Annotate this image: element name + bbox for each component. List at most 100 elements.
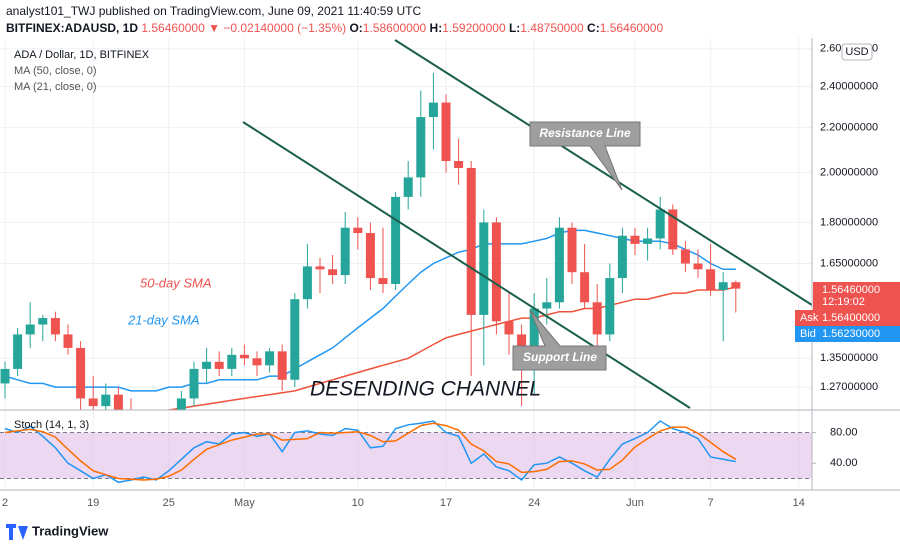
brand: TradingView: [32, 523, 109, 538]
x-tick-label: 19: [87, 497, 99, 509]
x-tick-label: 17: [440, 497, 452, 509]
x-tick-label: Jun: [626, 497, 644, 509]
candle-body: [340, 227, 350, 276]
candle-body: [50, 318, 60, 335]
candle-body: [706, 269, 716, 291]
y-tick-label: 2.20000000: [820, 122, 878, 134]
candle-body: [202, 361, 212, 369]
callout-box: [529, 121, 641, 191]
ask-price: 1.56400000: [822, 312, 880, 324]
candle-body: [542, 302, 552, 309]
candle-body: [731, 282, 741, 289]
candle-body: [592, 302, 602, 335]
candle-body: [38, 318, 48, 325]
candle-body: [189, 368, 199, 399]
line-series: [164, 286, 736, 410]
candle-body: [617, 235, 627, 279]
y-tick-label: 1.65000000: [820, 257, 878, 269]
candle-body: [25, 324, 35, 335]
candle-body: [101, 394, 111, 407]
legend-entry: MA (21, close, 0): [14, 81, 97, 93]
candle-body: [113, 394, 123, 410]
candle-body: [655, 209, 665, 239]
callout-box: [512, 309, 607, 371]
line-series: [4, 229, 736, 392]
candle-body: [693, 263, 703, 270]
ohlc-value: 1.48750000: [520, 21, 584, 35]
candle-body: [668, 209, 678, 250]
y-tick-label: 1.80000000: [820, 216, 878, 228]
candle-body: [567, 227, 577, 273]
ohlc-value: 1.56460000: [599, 21, 664, 35]
countdown: 12:19:02: [822, 296, 865, 308]
candle-body: [176, 398, 186, 410]
y-tick-label: 2.40000000: [820, 80, 878, 92]
chart-title: ADA / Dollar, 1D, BITFINEX: [14, 49, 150, 61]
x-tick-label: 7: [708, 497, 714, 509]
candle-body: [416, 117, 426, 178]
trend-line: [242, 121, 691, 409]
candle-body: [265, 351, 275, 366]
ask-label: Ask: [800, 312, 819, 324]
candle-body: [227, 354, 237, 369]
candle-body: [479, 222, 489, 315]
candle-body: [378, 278, 388, 284]
stoch-title: Stoch (14, 1, 3): [14, 419, 89, 431]
candle-body: [0, 368, 10, 384]
ohlc-label: O:: [349, 21, 363, 35]
candle-body: [353, 227, 363, 234]
candle-body: [76, 347, 86, 399]
last-price: 1.56460000: [822, 284, 880, 296]
line-series: [4, 422, 737, 481]
y-tick-label: 1.27000000: [820, 381, 878, 393]
candle-body: [529, 308, 539, 366]
candle-body: [441, 102, 451, 162]
ask-box: [795, 310, 900, 326]
quote-line: BITFINEX:ADAUSD, 1D 1.56460000 ▼ −0.0214…: [6, 20, 663, 37]
publish-line: analyst101_TWJ published on TradingView.…: [6, 3, 663, 20]
candle-body: [554, 227, 564, 303]
candle-body: [391, 196, 401, 284]
ohlc-value: 1.59200000: [442, 21, 506, 35]
last-price: 1.56460000: [141, 21, 205, 35]
bid-label: Bid: [800, 328, 816, 340]
stoch-band: [0, 432, 812, 479]
candle-body: [63, 334, 73, 348]
y-tick-label: 80.00: [830, 426, 858, 438]
candle-body: [580, 272, 590, 303]
ohlc-label: L:: [508, 21, 521, 35]
currency: USD: [845, 46, 868, 58]
sma21-label: 21-day SMA: [127, 312, 200, 327]
header: analyst101_TWJ published on TradingView.…: [6, 3, 663, 37]
candle-body: [290, 299, 300, 380]
bid-box: [795, 326, 900, 342]
candle-body: [428, 102, 438, 118]
callout-text: Support Line: [523, 350, 597, 364]
ohlc-value: 1.58600000: [362, 21, 427, 35]
ohlc-label: H:: [429, 21, 443, 35]
channel-label: DESENDING CHANNEL: [310, 378, 541, 401]
last-price-box: [813, 282, 900, 310]
candle-body: [88, 398, 98, 407]
candle-body: [328, 269, 338, 276]
candle-body: [302, 266, 312, 300]
currency-box: [841, 43, 873, 61]
ohlc-label: C:: [587, 21, 600, 35]
candle-body: [403, 177, 413, 197]
candle-body: [504, 321, 514, 335]
line-series: [4, 420, 736, 484]
candle-body: [605, 278, 615, 335]
candle-body: [454, 161, 464, 168]
candle-body: [315, 266, 325, 270]
candle-body: [643, 238, 653, 244]
sma50-label: 50-day SMA: [140, 275, 212, 290]
x-tick-label: 10: [352, 497, 364, 509]
x-tick-label: May: [234, 497, 255, 509]
x-tick-label: 2: [2, 497, 8, 509]
brand-logo: [6, 524, 28, 540]
candle-body: [680, 249, 690, 264]
bid-price: 1.56230000: [822, 328, 880, 340]
candle-body: [630, 235, 640, 244]
